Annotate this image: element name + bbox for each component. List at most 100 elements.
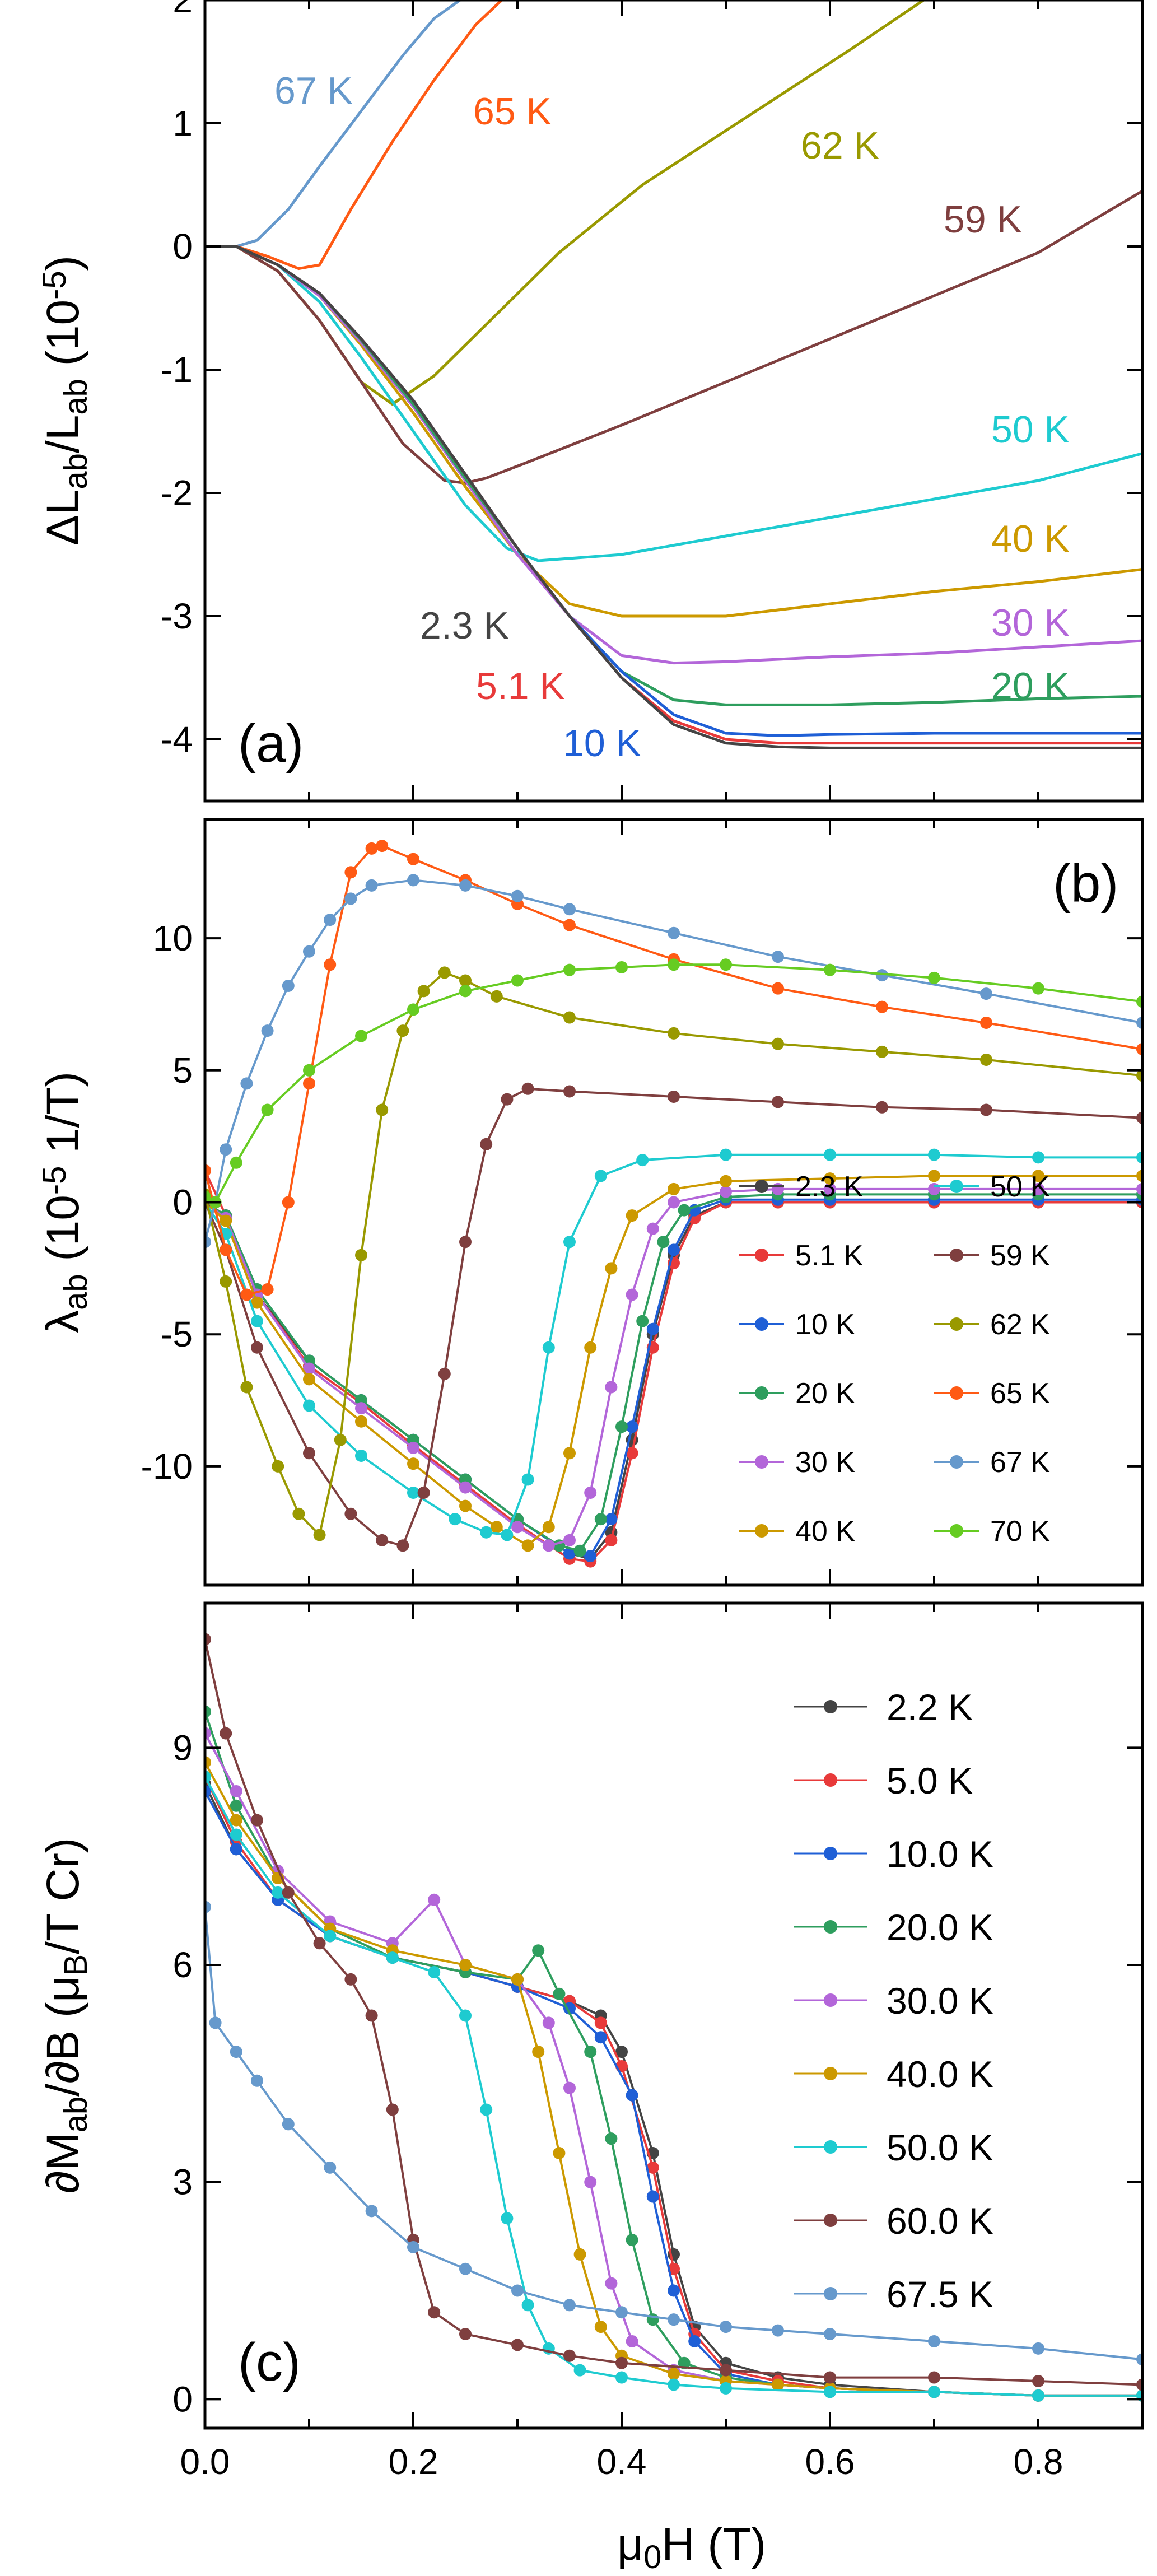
data-point	[720, 2321, 732, 2333]
series-line-70-K	[205, 963, 1142, 1204]
data-point	[355, 1030, 367, 1042]
data-point	[282, 2118, 295, 2131]
data-point	[511, 1973, 524, 1986]
data-point	[480, 1138, 493, 1150]
data-point	[355, 1402, 367, 1415]
data-point	[521, 1473, 534, 1486]
data-point	[573, 2248, 586, 2261]
data-point	[205, 1900, 211, 1913]
legend-label: 62 K	[990, 1308, 1050, 1341]
y-tick-label: -2	[161, 473, 193, 513]
data-point	[511, 889, 524, 902]
data-point	[205, 1633, 211, 1646]
data-point	[1136, 1111, 1142, 1124]
data-point	[480, 2103, 493, 2116]
series-group	[205, 0, 1142, 749]
data-point	[428, 1893, 441, 1906]
data-point	[459, 2328, 472, 2341]
legend-marker	[950, 1386, 963, 1400]
data-point	[459, 2262, 472, 2275]
curve-labels: 67 K 65 K 62 K 59 K 50 K 40 K 30 K 20 K 2.3 K 5.1…	[274, 69, 1070, 765]
curve-label-65-K: 65 K	[473, 90, 552, 133]
legend-label: 50 K	[990, 1171, 1050, 1203]
data-point	[563, 2299, 576, 2312]
data-point	[386, 1951, 399, 1964]
data-point	[459, 879, 472, 892]
data-point	[824, 1172, 836, 1185]
data-point	[668, 1243, 680, 1256]
legend-label: 40 K	[795, 1515, 855, 1548]
data-point	[459, 974, 472, 987]
data-point	[563, 2081, 576, 2094]
data-point	[772, 1096, 784, 1108]
data-point	[584, 2046, 597, 2058]
data-point	[240, 1077, 253, 1090]
curve-label-10-K: 10 K	[563, 722, 641, 765]
curve-label-40-K: 40 K	[991, 518, 1070, 560]
data-point	[646, 1222, 659, 1235]
data-point	[313, 1529, 326, 1541]
data-point	[772, 1182, 784, 1195]
data-point	[553, 1987, 566, 2000]
data-point	[532, 2046, 545, 2058]
y-tick-label: -1	[161, 350, 193, 390]
data-point	[407, 1441, 419, 1454]
data-point	[459, 1959, 472, 1972]
data-point	[407, 1457, 419, 1470]
legend-marker	[755, 1180, 768, 1193]
data-point	[594, 1513, 607, 1526]
data-point	[407, 874, 419, 887]
legend-marker	[824, 1773, 837, 1787]
data-point	[521, 2299, 534, 2312]
series-line-40-K	[205, 1175, 1142, 1547]
series-line-50-0-K	[205, 1776, 1142, 2397]
data-point	[626, 1209, 638, 1222]
data-point	[459, 1499, 472, 1512]
data-point	[1136, 1016, 1142, 1029]
legend-label: 60.0 K	[887, 2200, 993, 2242]
data-point	[720, 1175, 732, 1187]
data-point	[615, 2306, 628, 2319]
data-point	[230, 1828, 242, 1841]
legend-label: 30 K	[795, 1446, 855, 1479]
data-point	[501, 1529, 514, 1541]
data-point	[720, 958, 732, 971]
panel-tag: (b)	[1053, 854, 1118, 914]
data-point	[324, 958, 337, 971]
data-point	[365, 842, 378, 855]
data-point	[594, 2321, 607, 2333]
data-point	[1136, 2378, 1142, 2391]
data-point	[928, 2386, 940, 2398]
legend-label: 40.0 K	[887, 2053, 993, 2095]
data-point	[928, 1148, 940, 1161]
data-point	[668, 1090, 680, 1103]
data-point	[657, 1236, 670, 1249]
data-point	[1136, 1069, 1142, 1082]
data-point	[396, 1024, 409, 1037]
curve-label-5-1-K: 5.1 K	[476, 665, 565, 707]
data-point	[876, 969, 888, 982]
y-tick-label: -4	[161, 719, 193, 760]
data-point	[365, 2009, 378, 2022]
data-point	[501, 1093, 514, 1106]
curve-label-59-K: 59 K	[944, 198, 1022, 241]
plot-frame	[203, 1601, 1144, 2430]
data-point	[772, 1037, 784, 1050]
data-point	[292, 1507, 305, 1520]
data-point	[272, 1886, 284, 1899]
data-point	[772, 951, 784, 963]
data-point	[282, 1886, 295, 1899]
data-point	[417, 1487, 430, 1499]
data-point	[928, 1170, 940, 1182]
data-point	[459, 1236, 472, 1249]
data-point	[303, 1064, 315, 1077]
data-point	[688, 2335, 701, 2347]
data-point	[205, 1164, 211, 1177]
data-point	[594, 2016, 607, 2029]
data-point	[720, 1185, 732, 1198]
legend-marker	[824, 1993, 837, 2007]
curve-label-30-K: 30 K	[991, 602, 1070, 644]
data-point	[605, 1381, 618, 1394]
data-point	[459, 2009, 472, 2022]
legend-marker	[950, 1455, 963, 1469]
